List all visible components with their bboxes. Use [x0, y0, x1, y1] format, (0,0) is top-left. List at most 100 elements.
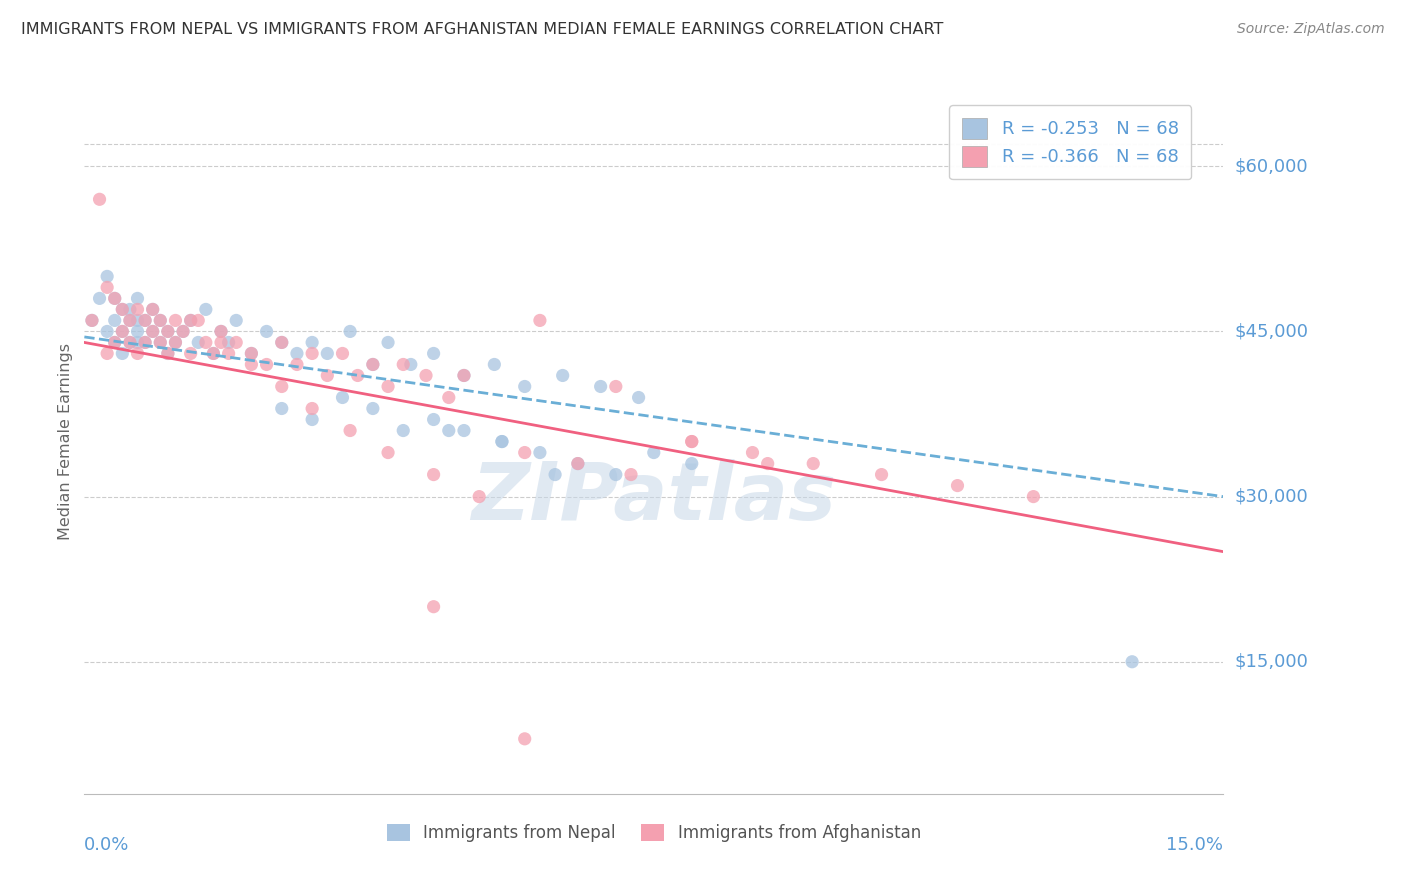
- Point: [756, 457, 779, 471]
- Point: [453, 368, 475, 383]
- Point: [332, 391, 354, 405]
- Point: [392, 358, 415, 372]
- Point: [240, 346, 263, 360]
- Point: [111, 346, 134, 360]
- Point: [149, 335, 172, 350]
- Point: [240, 358, 263, 372]
- Text: $45,000: $45,000: [1234, 322, 1309, 341]
- Point: [209, 325, 232, 339]
- Point: [801, 457, 824, 471]
- Y-axis label: Median Female Earnings: Median Female Earnings: [58, 343, 73, 540]
- Point: [551, 368, 574, 383]
- Point: [127, 292, 149, 306]
- Point: [339, 325, 361, 339]
- Point: [118, 313, 141, 327]
- Point: [361, 358, 384, 372]
- Point: [422, 412, 444, 426]
- Point: [285, 346, 308, 360]
- Point: [104, 335, 127, 350]
- Point: [681, 457, 703, 471]
- Point: [270, 401, 292, 416]
- Point: [453, 368, 475, 383]
- Point: [187, 335, 209, 350]
- Point: [209, 335, 232, 350]
- Point: [301, 401, 323, 416]
- Point: [361, 358, 384, 372]
- Point: [180, 313, 202, 327]
- Point: [491, 434, 513, 449]
- Point: [256, 358, 278, 372]
- Point: [127, 325, 149, 339]
- Point: [118, 313, 141, 327]
- Point: [513, 379, 536, 393]
- Point: [149, 313, 172, 327]
- Point: [643, 445, 665, 459]
- Point: [627, 391, 650, 405]
- Point: [422, 467, 444, 482]
- Point: [270, 335, 292, 350]
- Point: [89, 292, 111, 306]
- Point: [316, 368, 339, 383]
- Point: [202, 346, 225, 360]
- Point: [172, 325, 194, 339]
- Point: [165, 335, 187, 350]
- Point: [270, 335, 292, 350]
- Point: [491, 434, 513, 449]
- Point: [104, 292, 127, 306]
- Point: [194, 335, 217, 350]
- Point: [134, 313, 156, 327]
- Point: [468, 490, 491, 504]
- Point: [118, 302, 141, 317]
- Point: [142, 302, 165, 317]
- Point: [339, 424, 361, 438]
- Point: [285, 358, 308, 372]
- Point: [142, 325, 165, 339]
- Point: [589, 379, 612, 393]
- Point: [165, 335, 187, 350]
- Point: [567, 457, 589, 471]
- Point: [301, 412, 323, 426]
- Point: [946, 478, 969, 492]
- Point: [513, 731, 536, 746]
- Point: [240, 346, 263, 360]
- Point: [156, 325, 179, 339]
- Point: [415, 368, 437, 383]
- Point: [111, 302, 134, 317]
- Point: [80, 313, 103, 327]
- Point: [346, 368, 368, 383]
- Point: [96, 346, 118, 360]
- Point: [422, 599, 444, 614]
- Text: $15,000: $15,000: [1234, 653, 1308, 671]
- Text: IMMIGRANTS FROM NEPAL VS IMMIGRANTS FROM AFGHANISTAN MEDIAN FEMALE EARNINGS CORR: IMMIGRANTS FROM NEPAL VS IMMIGRANTS FROM…: [21, 22, 943, 37]
- Point: [605, 379, 627, 393]
- Text: $30,000: $30,000: [1234, 488, 1308, 506]
- Legend: Immigrants from Nepal, Immigrants from Afghanistan: Immigrants from Nepal, Immigrants from A…: [380, 817, 928, 849]
- Point: [111, 325, 134, 339]
- Point: [1022, 490, 1045, 504]
- Point: [1121, 655, 1143, 669]
- Point: [225, 335, 247, 350]
- Point: [104, 335, 127, 350]
- Text: Source: ZipAtlas.com: Source: ZipAtlas.com: [1237, 22, 1385, 37]
- Point: [134, 335, 156, 350]
- Point: [80, 313, 103, 327]
- Point: [104, 292, 127, 306]
- Point: [127, 335, 149, 350]
- Text: $60,000: $60,000: [1234, 157, 1308, 175]
- Point: [332, 346, 354, 360]
- Point: [437, 424, 460, 438]
- Point: [180, 346, 202, 360]
- Point: [127, 313, 149, 327]
- Point: [399, 358, 422, 372]
- Point: [142, 302, 165, 317]
- Point: [202, 346, 225, 360]
- Point: [529, 313, 551, 327]
- Point: [194, 302, 217, 317]
- Point: [681, 434, 703, 449]
- Point: [142, 325, 165, 339]
- Point: [437, 391, 460, 405]
- Point: [605, 467, 627, 482]
- Point: [316, 346, 339, 360]
- Point: [111, 325, 134, 339]
- Point: [453, 424, 475, 438]
